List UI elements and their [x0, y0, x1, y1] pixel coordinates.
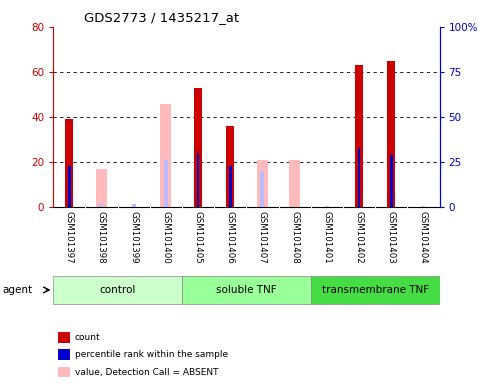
Text: GSM101403: GSM101403 [387, 211, 396, 263]
Bar [99, 204, 103, 207]
Bar [355, 65, 363, 207]
Bar [65, 119, 73, 207]
Text: control: control [99, 285, 136, 295]
Bar [182, 276, 311, 304]
Bar [325, 205, 329, 207]
Text: value, Detection Call = ABSENT: value, Detection Call = ABSENT [75, 367, 218, 377]
Bar [160, 104, 171, 207]
Bar [387, 61, 395, 207]
Bar [132, 204, 136, 207]
Bar [68, 166, 71, 207]
Text: GSM101405: GSM101405 [194, 211, 202, 263]
Text: transmembrane TNF: transmembrane TNF [322, 285, 429, 295]
Bar [164, 161, 168, 207]
Text: GSM101404: GSM101404 [419, 211, 428, 263]
Bar [194, 88, 202, 207]
Text: GSM101400: GSM101400 [161, 211, 170, 263]
Text: GSM101397: GSM101397 [65, 211, 74, 263]
Text: GSM101408: GSM101408 [290, 211, 299, 263]
Text: GSM101406: GSM101406 [226, 211, 235, 263]
Text: GSM101399: GSM101399 [129, 211, 138, 263]
Bar [289, 160, 300, 207]
Bar [422, 205, 426, 207]
Text: GSM101402: GSM101402 [355, 211, 364, 263]
Bar [260, 171, 264, 207]
Text: percentile rank within the sample: percentile rank within the sample [75, 350, 228, 359]
Bar [53, 276, 182, 304]
Text: soluble TNF: soluble TNF [216, 285, 277, 295]
Text: GSM101401: GSM101401 [322, 211, 331, 263]
Bar [257, 160, 268, 207]
Bar [358, 148, 360, 207]
Text: count: count [75, 333, 100, 342]
Text: agent: agent [2, 285, 32, 295]
Bar [311, 276, 440, 304]
Text: GSM101407: GSM101407 [258, 211, 267, 263]
Bar [390, 155, 393, 207]
Bar [197, 153, 199, 207]
Text: GSM101398: GSM101398 [97, 211, 106, 263]
Bar [96, 169, 107, 207]
Bar [226, 126, 234, 207]
Bar [229, 166, 231, 207]
Text: GDS2773 / 1435217_at: GDS2773 / 1435217_at [84, 11, 239, 24]
